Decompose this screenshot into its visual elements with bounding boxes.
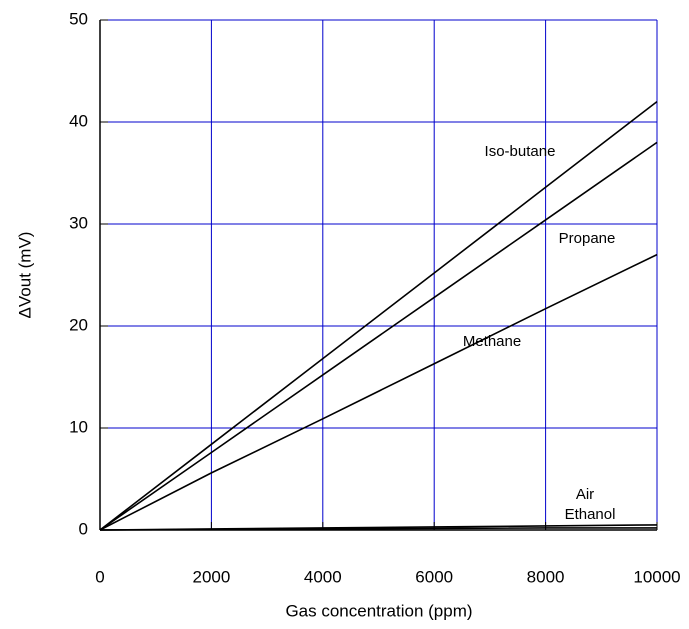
series-line	[99, 100, 658, 531]
series-label: Methane	[463, 333, 521, 350]
x-tick-label: 4000	[304, 567, 342, 586]
series-line	[99, 253, 658, 531]
y-tick-label: 30	[69, 213, 88, 232]
series-line	[99, 141, 658, 531]
x-tick-label: 2000	[192, 567, 230, 586]
series-label: Air	[576, 486, 594, 503]
y-tick-label: 50	[69, 9, 88, 28]
series-label: Iso-butane	[485, 143, 556, 160]
y-tick-label: 10	[69, 417, 88, 436]
series-label: Ethanol	[565, 506, 616, 523]
y-tick-label: 0	[79, 519, 88, 538]
y-tick-label: 40	[69, 111, 88, 130]
x-tick-label: 8000	[527, 567, 565, 586]
x-tick-label: 6000	[415, 567, 453, 586]
x-tick-label: 0	[95, 567, 104, 586]
series-line	[99, 527, 657, 531]
x-tick-label: 10000	[633, 567, 680, 586]
x-axis-title: Gas concentration (ppm)	[285, 601, 472, 620]
y-tick-label: 20	[69, 315, 88, 334]
y-axis-title: ΔVout (mV)	[15, 232, 34, 319]
series-label: Propane	[559, 230, 616, 247]
